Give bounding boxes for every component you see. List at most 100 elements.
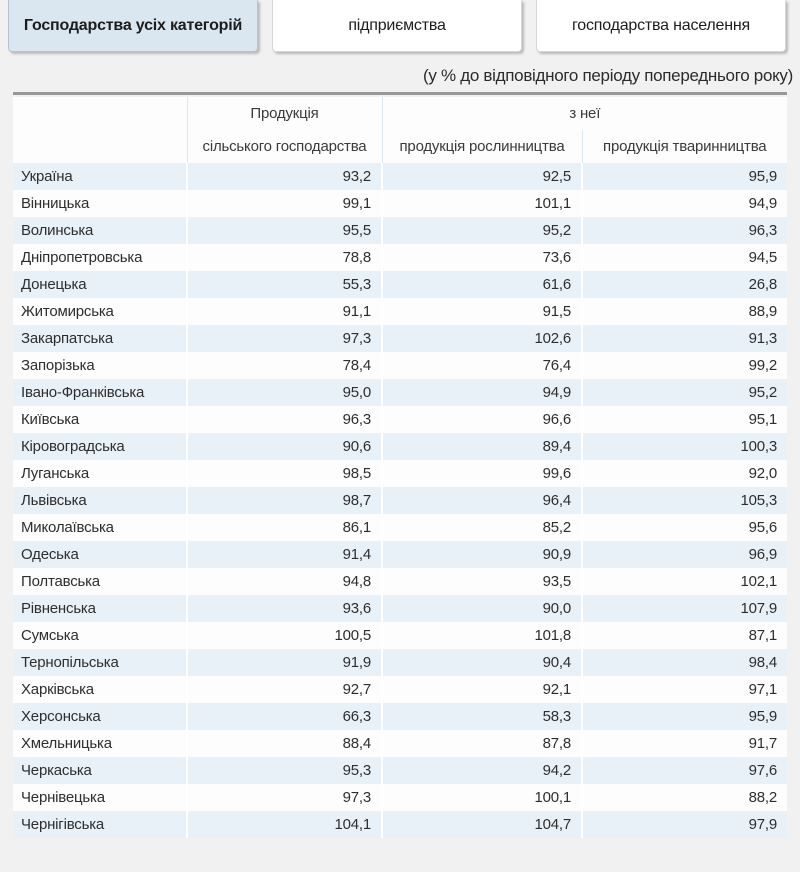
value-cell: 96,9 [581,541,787,568]
value-cell: 87,1 [581,622,787,649]
region-cell: Вінницька [21,195,90,212]
value-cell: 85,2 [381,514,582,541]
agri-production-header-line1: Продукція [250,105,319,122]
region-cell: Полтавська [21,573,100,590]
value-cell: 61,6 [381,271,582,298]
value-cell: 95,6 [581,514,787,541]
value-cell: 91,1 [186,298,382,325]
value-cell: 98,7 [186,487,382,514]
value-cell: 93,6 [186,595,382,622]
table-row: Вінницька 99,1 101,1 94,9 [13,190,787,217]
value-cell: 93,5 [381,568,582,595]
table-row: Тернопільська 91,9 90,4 98,4 [13,649,787,676]
value-cell: 100,3 [581,433,787,460]
value-cell: 102,6 [381,325,582,352]
tab-households[interactable]: господарства населення [536,0,786,52]
table-row: Рівненська 93,6 90,0 107,9 [13,595,787,622]
table-row: Закарпатська 97,3 102,6 91,3 [13,325,787,352]
value-cell: 66,3 [186,703,382,730]
value-cell: 96,4 [381,487,582,514]
region-column-header [13,97,187,163]
value-cell: 93,2 [186,163,382,190]
value-cell: 91,3 [581,325,787,352]
value-cell: 94,9 [381,379,582,406]
region-cell: Чернігівська [21,816,105,833]
table-row: Житомирська 91,1 91,5 88,9 [13,298,787,325]
value-cell: 88,4 [186,730,382,757]
value-cell: 90,9 [381,541,582,568]
tab-all-categories[interactable]: Господарства усіх категорій [8,0,258,52]
value-cell: 107,9 [581,595,787,622]
value-cell: 78,4 [186,352,382,379]
value-cell: 100,5 [186,622,382,649]
value-cell: 86,1 [186,514,382,541]
table-row: Запорізька 78,4 76,4 99,2 [13,352,787,379]
value-cell: 89,4 [381,433,582,460]
value-cell: 88,9 [581,298,787,325]
region-cell: Житомирська [21,303,114,320]
units-note: (у % до відповідного періоду попередньог… [423,66,793,85]
value-cell: 104,1 [186,811,382,838]
value-cell: 99,2 [581,352,787,379]
value-cell: 96,3 [186,406,382,433]
value-cell: 101,1 [381,190,582,217]
value-cell: 92,1 [381,676,582,703]
region-cell: Херсонська [21,708,101,725]
value-cell: 73,6 [381,244,582,271]
subgroup-header: з неї [382,97,787,130]
table-row: Кіровоградська 90,6 89,4 100,3 [13,433,787,460]
category-tab-bar: Господарства усіх категорій підприємства… [0,0,800,52]
table-body: Україна 93,2 92,5 95,9 Вінницька 99,1 101,1 94,… [13,163,787,838]
table-row: Чернівецька 97,3 100,1 88,2 [13,784,787,811]
value-cell: 98,4 [581,649,787,676]
region-cell: Черкаська [21,762,92,779]
value-cell: 95,1 [581,406,787,433]
value-cell: 88,2 [581,784,787,811]
table-row: Львівська 98,7 96,4 105,3 [13,487,787,514]
table-row: Херсонська 66,3 58,3 95,9 [13,703,787,730]
value-cell: 95,2 [581,379,787,406]
region-cell: Волинська [21,222,94,239]
table-row: Хмельницька 88,4 87,8 91,7 [13,730,787,757]
region-cell: Івано-Франківська [21,384,145,401]
value-cell: 100,1 [381,784,582,811]
value-cell: 78,8 [186,244,382,271]
value-cell: 95,9 [581,163,787,190]
region-cell: Луганська [21,465,90,482]
value-cell: 96,3 [581,217,787,244]
table-header: Продукція сільського господарства з неї … [13,97,787,163]
region-cell: Рівненська [21,600,96,617]
value-cell: 91,5 [381,298,582,325]
value-cell: 95,0 [186,379,382,406]
region-cell: Одеська [21,546,79,563]
table-row: Харківська 92,7 92,1 97,1 [13,676,787,703]
table-row: Сумська 100,5 101,8 87,1 [13,622,787,649]
region-cell: Чернівецька [21,789,105,806]
value-cell: 99,6 [381,460,582,487]
value-cell: 105,3 [581,487,787,514]
tab-enterprises[interactable]: підприємства [272,0,522,52]
value-cell: 97,3 [186,325,382,352]
value-cell: 97,9 [581,811,787,838]
value-cell: 94,2 [381,757,582,784]
value-cell: 92,7 [186,676,382,703]
value-cell: 98,5 [186,460,382,487]
region-cell: Україна [21,168,73,185]
crop-production-column-header: продукція рослинництва [382,130,582,163]
value-cell: 90,4 [381,649,582,676]
value-cell: 55,3 [186,271,382,298]
value-cell: 94,9 [581,190,787,217]
table-row: Київська 96,3 96,6 95,1 [13,406,787,433]
production-index-table: Продукція сільського господарства з неї … [13,97,787,838]
region-cell: Миколаївська [21,519,114,536]
table-row: Луганська 98,5 99,6 92,0 [13,460,787,487]
value-cell: 58,3 [381,703,582,730]
value-cell: 95,5 [186,217,382,244]
value-cell: 92,0 [581,460,787,487]
value-cell: 101,8 [381,622,582,649]
region-cell: Харківська [21,681,94,698]
region-cell: Київська [21,411,80,428]
region-cell: Дніпропетровська [21,249,143,266]
value-cell: 96,6 [381,406,582,433]
